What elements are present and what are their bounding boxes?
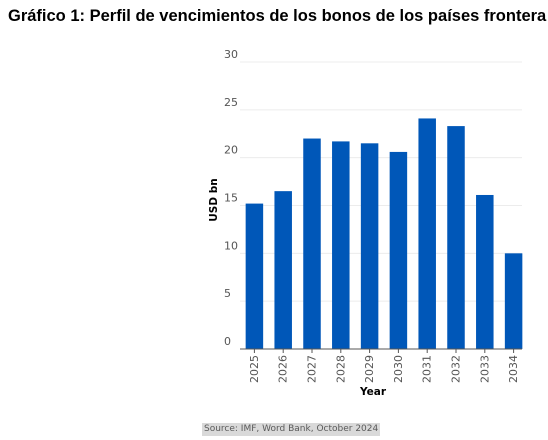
y-tick-label: 20 bbox=[224, 144, 238, 157]
y-tick-label: 5 bbox=[224, 287, 231, 300]
x-tick-label: 2030 bbox=[392, 355, 405, 383]
y-tick-label: 30 bbox=[224, 48, 238, 61]
x-tick-label: 2026 bbox=[277, 355, 290, 383]
grid-lines bbox=[240, 61, 522, 302]
bar-2026 bbox=[274, 191, 292, 349]
bar-2031 bbox=[418, 118, 436, 350]
chart-title: Gráfico 1: Perfil de vencimientos de los… bbox=[8, 7, 547, 25]
x-tick-label: 2027 bbox=[306, 355, 319, 383]
y-tick-label: 0 bbox=[224, 335, 231, 348]
x-axis-label: Year bbox=[359, 386, 387, 398]
bar-2028 bbox=[332, 141, 350, 349]
x-tick-label: 2031 bbox=[421, 355, 434, 383]
bars bbox=[245, 118, 523, 350]
bar-2033 bbox=[476, 194, 494, 349]
x-tick-label: 2028 bbox=[334, 355, 347, 383]
bar-2029 bbox=[360, 143, 379, 349]
bar-2027 bbox=[303, 138, 321, 349]
y-tick-label: 10 bbox=[224, 239, 238, 252]
x-tick-label: 2029 bbox=[363, 355, 376, 383]
x-tick-label: 2034 bbox=[507, 355, 520, 383]
y-axis-label: USD bn bbox=[208, 178, 220, 221]
source-note: Source: IMF, Word Bank, October 2024 bbox=[202, 423, 381, 436]
y-tick-label: 25 bbox=[224, 96, 238, 109]
bar-2025 bbox=[245, 203, 264, 349]
bar-2034 bbox=[504, 253, 523, 349]
bar-2032 bbox=[447, 126, 465, 349]
bar-2030 bbox=[389, 151, 408, 349]
x-tick-label: 2025 bbox=[248, 355, 261, 383]
x-tick-label: 2033 bbox=[478, 355, 491, 383]
x-tick-label: 2032 bbox=[450, 355, 463, 383]
y-tick-label: 15 bbox=[224, 192, 238, 205]
